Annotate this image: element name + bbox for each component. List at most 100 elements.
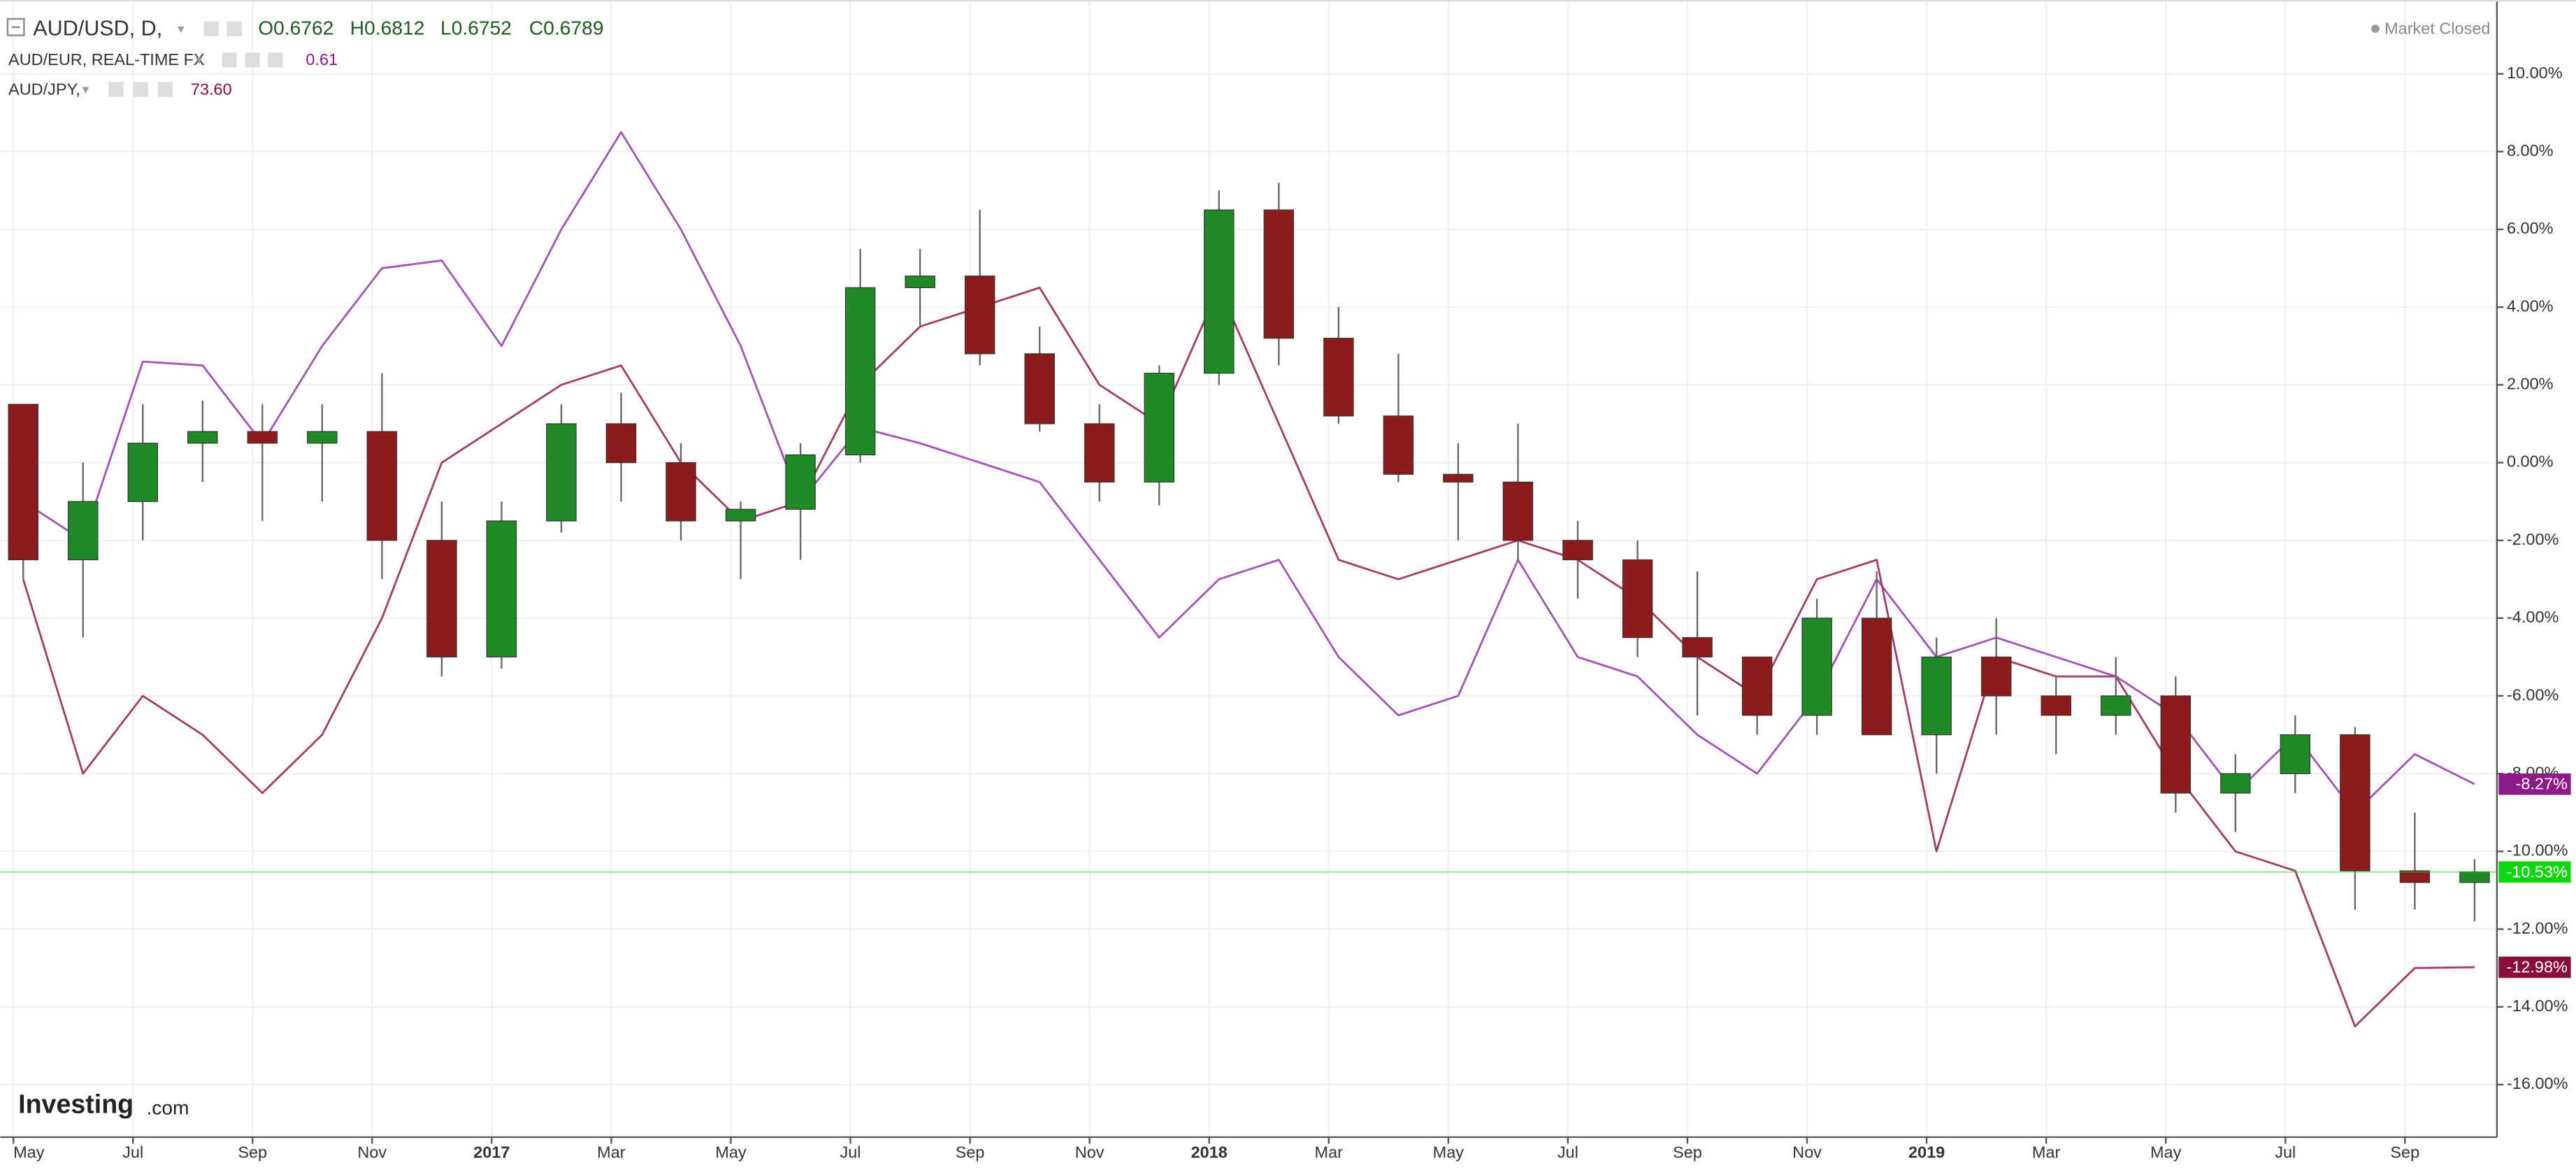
- x-tick-label: May: [715, 1143, 747, 1162]
- candle-body: [1204, 209, 1235, 374]
- last-value-label: -8.27%: [2516, 775, 2568, 793]
- x-tick-label: Sep: [956, 1143, 985, 1162]
- visibility-button[interactable]: [203, 21, 219, 36]
- x-tick-label: Jul: [1557, 1143, 1578, 1162]
- last-value-label: -10.53%: [2506, 862, 2568, 880]
- candle-body: [905, 276, 935, 288]
- candle-body: [2280, 734, 2311, 774]
- last-value-label: -12.98%: [2506, 957, 2568, 976]
- candle-body: [1084, 423, 1115, 483]
- last-value-badge: [2498, 956, 2571, 978]
- y-tick-label: -10.00%: [2507, 841, 2568, 859]
- y-tick-label: -14.00%: [2507, 997, 2568, 1015]
- y-tick-label: -4.00%: [2507, 608, 2559, 626]
- status-dot: [2371, 24, 2380, 33]
- y-tick-label: -16.00%: [2507, 1074, 2568, 1092]
- series-quote: 73.60: [191, 80, 232, 98]
- grid: [0, 0, 2497, 1138]
- quote-close: C0.6789: [529, 17, 604, 39]
- y-tick-label: -12.00%: [2507, 919, 2568, 937]
- candle-body: [8, 404, 38, 561]
- candle-body: [964, 276, 995, 355]
- candle-body: [2459, 871, 2490, 883]
- candle-body: [2041, 695, 2071, 716]
- x-tick-label: Mar: [597, 1143, 626, 1162]
- y-tick-label: 8.00%: [2507, 141, 2554, 159]
- x-tick-label: 2019: [1908, 1143, 1945, 1162]
- candle-body: [366, 431, 398, 541]
- series-quote: 0.61: [305, 50, 338, 69]
- visibility-button[interactable]: [108, 82, 124, 97]
- candle-body: [68, 501, 99, 561]
- y-tick-label: 4.00%: [2507, 297, 2554, 315]
- x-tick-label: Nov: [1075, 1143, 1104, 1162]
- y-tick-label: 6.00%: [2507, 219, 2554, 237]
- candle-body: [546, 423, 577, 522]
- candle-body: [605, 423, 637, 464]
- x-tick-label: May: [1433, 1143, 1465, 1162]
- series-line: [22, 286, 2475, 1027]
- candle-body: [2101, 695, 2131, 716]
- y-tick-label: 10.00%: [2507, 64, 2563, 82]
- x-tick-label: Sep: [1673, 1143, 1702, 1162]
- x-tick-label: Mar: [2032, 1143, 2061, 1162]
- logo-suffix: .com: [146, 1097, 189, 1119]
- x-tick-label: Jul: [122, 1143, 143, 1162]
- candle-body: [1921, 656, 1952, 736]
- candle-body: [426, 540, 457, 658]
- candle-body: [247, 431, 278, 444]
- candle-body: [187, 431, 218, 444]
- quote-open: O0.6762: [258, 17, 333, 39]
- settings-button[interactable]: [226, 21, 242, 36]
- x-tick-label: Jul: [2275, 1143, 2296, 1162]
- dropdown[interactable]: ▾: [82, 82, 89, 97]
- candle-body: [2399, 870, 2431, 883]
- candle-body: [1383, 415, 1414, 475]
- x-tick-label: Mar: [1315, 1143, 1344, 1162]
- candle-body: [2340, 734, 2370, 871]
- x-tick-label: Sep: [2390, 1143, 2419, 1162]
- dropdown[interactable]: ▾: [196, 52, 203, 67]
- candle-body: [1801, 618, 1832, 716]
- candle-body: [1323, 338, 1354, 417]
- x-tick-label: 2017: [473, 1143, 510, 1162]
- plot: [0, 131, 2497, 1027]
- market-status: Market Closed: [2384, 19, 2490, 37]
- y-tick-label: -2.00%: [2507, 530, 2559, 548]
- x-tick-label: Nov: [357, 1143, 387, 1162]
- candle-body: [1861, 618, 1892, 736]
- candle-body: [1682, 637, 1713, 658]
- candle-body: [665, 462, 696, 522]
- last-value-badge: [2498, 773, 2571, 795]
- last-value-badge: [2498, 861, 2571, 883]
- remove-button[interactable]: [268, 52, 283, 68]
- quote-low: L0.6752: [440, 17, 512, 39]
- series-name: AUD/USD, D,: [33, 16, 162, 40]
- candle-body: [1562, 540, 1593, 561]
- x-tick-label: May: [2150, 1143, 2182, 1162]
- y-tick-label: -6.00%: [2507, 685, 2559, 704]
- x-tick-label: 2018: [1191, 1143, 1228, 1162]
- candle-body: [1443, 473, 1474, 483]
- candle-body: [1263, 209, 1295, 339]
- visibility-button[interactable]: [222, 52, 237, 68]
- y-tick-label: 2.00%: [2507, 375, 2554, 393]
- x-tick-label: Jul: [840, 1143, 861, 1162]
- candle-body: [785, 454, 816, 510]
- remove-button[interactable]: [157, 82, 173, 97]
- candle-body: [486, 520, 517, 658]
- settings-button[interactable]: [245, 52, 260, 68]
- candle-body: [307, 431, 338, 444]
- series-name: AUD/EUR, REAL-TIME FX: [8, 50, 205, 69]
- candle-body: [1144, 373, 1175, 483]
- quote-high: H0.6812: [350, 17, 425, 39]
- settings-button[interactable]: [133, 82, 148, 97]
- candle-body: [1622, 559, 1653, 638]
- logo: Investing: [18, 1089, 134, 1118]
- x-tick-label: Nov: [1792, 1143, 1822, 1162]
- dropdown[interactable]: ▾: [178, 21, 185, 36]
- x-tick-label: May: [13, 1143, 45, 1162]
